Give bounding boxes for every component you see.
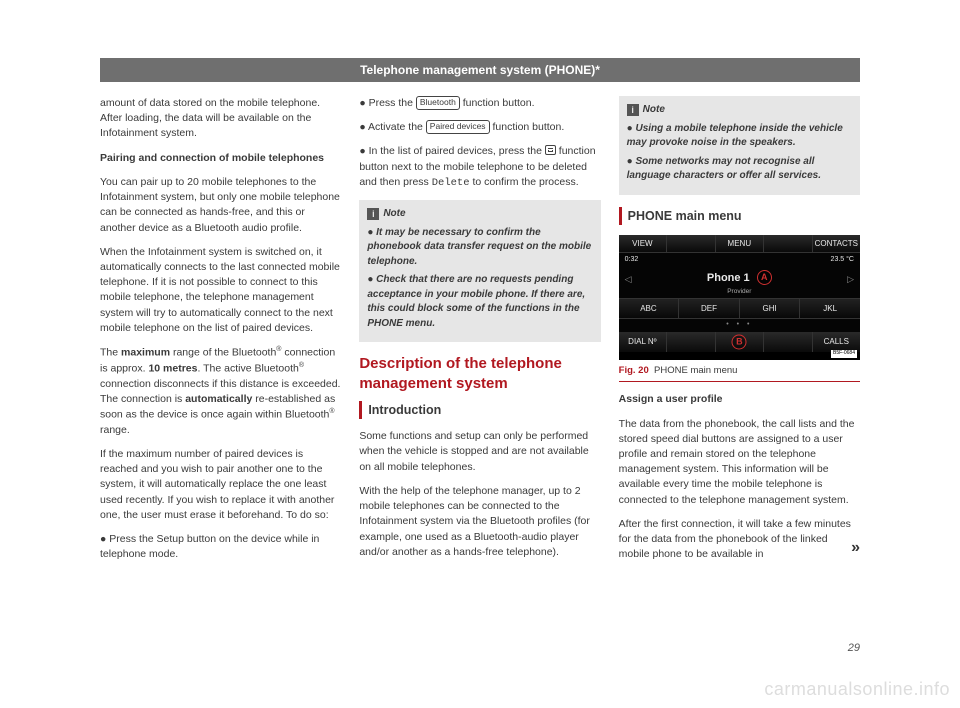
page: Telephone management system (PHONE)* amo… — [100, 58, 860, 648]
screen-tab-contacts: CONTACTS — [813, 235, 860, 253]
next-icon: ▷ — [847, 273, 854, 286]
subsection-heading: Introduction — [359, 401, 600, 419]
screen-calls: CALLS — [813, 332, 860, 352]
screen-temp: 23.5 °C — [831, 255, 854, 265]
screen-dots: • • • — [619, 319, 860, 332]
screen-bot-marker: B — [716, 332, 764, 352]
bullet: ● Press the Setup button on the device w… — [100, 532, 341, 562]
screen-tab — [764, 235, 812, 253]
note-item: ● It may be necessary to confirm the pho… — [367, 226, 592, 270]
bullet: ● Activate the Paired devices function b… — [359, 120, 600, 135]
note-box: iNote ● Using a mobile telephone inside … — [619, 96, 860, 195]
trash-icon — [545, 145, 556, 155]
marker-a: A — [757, 270, 772, 285]
info-icon: i — [367, 208, 379, 220]
phone-screen: VIEW MENU CONTACTS 0:32 23.5 °C ◁ Phone … — [619, 235, 860, 360]
screen-bot — [764, 332, 812, 352]
screen-ref: B5F-0684 — [831, 350, 857, 357]
subsection-heading: PHONE main menu — [619, 207, 860, 225]
screen-tab — [667, 235, 715, 253]
paragraph: When the Infotainment system is switched… — [100, 245, 341, 336]
screen-provider: Provider — [619, 287, 860, 296]
watermark: carmanualsonline.info — [764, 679, 950, 700]
column-2: ● Press the Bluetooth function button. ●… — [359, 96, 600, 572]
paired-devices-button: Paired devices — [426, 120, 490, 134]
page-number: 29 — [848, 642, 860, 654]
note-box: iNote ● It may be necessary to confirm t… — [359, 200, 600, 342]
paragraph: The data from the phonebook, the call li… — [619, 417, 860, 508]
note-item: ● Some networks may not recognise all la… — [627, 155, 852, 184]
screen-key-jkl: JKL — [800, 299, 860, 319]
note-item: ● Check that there are no requests pendi… — [367, 273, 592, 331]
screen-phone-name: Phone 1 A — [619, 270, 860, 287]
column-1: amount of data stored on the mobile tele… — [100, 96, 341, 572]
info-icon: i — [627, 104, 639, 116]
screen-time: 0:32 — [625, 255, 639, 265]
subheading: Assign a user profile — [619, 392, 860, 407]
section-heading: Description of the telephone management … — [359, 354, 600, 393]
paragraph: After the first connection, it will take… — [619, 517, 860, 563]
column-3: iNote ● Using a mobile telephone inside … — [619, 96, 860, 572]
prev-icon: ◁ — [625, 273, 632, 286]
continues-icon: » — [851, 536, 860, 559]
bullet: ● Press the Bluetooth function button. — [359, 96, 600, 111]
screen-tab-menu: MENU — [716, 235, 764, 253]
note-title: iNote — [367, 207, 592, 222]
screen-dial: DIAL Nº — [619, 332, 667, 352]
screen-bot — [667, 332, 715, 352]
paragraph: Some functions and setup can only be per… — [359, 429, 600, 475]
marker-b: B — [732, 335, 747, 350]
screen-key-ghi: GHI — [740, 299, 801, 319]
screen-key-def: DEF — [679, 299, 740, 319]
bullet: ● In the list of paired devices, press t… — [359, 144, 600, 191]
paragraph: The maximum range of the Bluetooth® conn… — [100, 345, 341, 438]
note-item: ● Using a mobile telephone inside the ve… — [627, 122, 852, 151]
screen-key-abc: ABC — [619, 299, 680, 319]
paragraph: With the help of the telephone manager, … — [359, 484, 600, 560]
bluetooth-button: Bluetooth — [416, 96, 460, 110]
subheading: Pairing and connection of mobile telepho… — [100, 151, 341, 166]
page-header: Telephone management system (PHONE)* — [100, 58, 860, 82]
screen-tab-view: VIEW — [619, 235, 667, 253]
figure: VIEW MENU CONTACTS 0:32 23.5 °C ◁ Phone … — [619, 235, 860, 383]
note-title: iNote — [627, 103, 852, 118]
paragraph: amount of data stored on the mobile tele… — [100, 96, 341, 142]
figure-caption: Fig. 20 PHONE main menu — [619, 360, 860, 378]
paragraph: You can pair up to 20 mobile telephones … — [100, 175, 341, 236]
content-columns: amount of data stored on the mobile tele… — [100, 96, 860, 572]
paragraph: If the maximum number of paired devices … — [100, 447, 341, 523]
